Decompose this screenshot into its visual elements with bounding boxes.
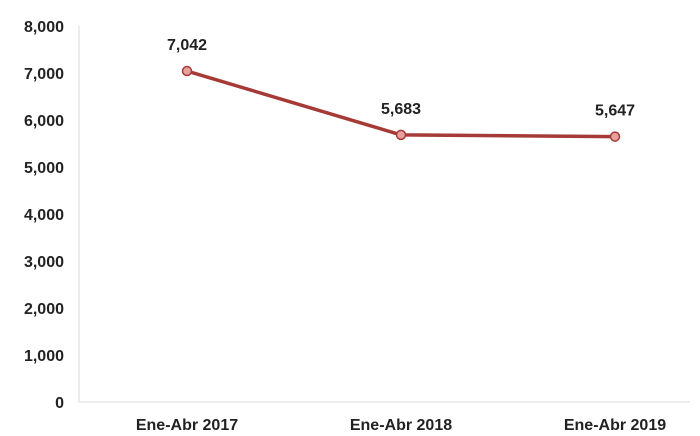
y-tick-label: 7,000 (24, 66, 64, 83)
x-tick-label: Ene-Abr 2017 (136, 417, 238, 434)
y-tick-labels: 0 1,000 2,000 3,000 4,000 5,000 6,000 7,000 8,00… (24, 19, 64, 412)
y-tick-label: 1,000 (24, 348, 64, 365)
y-tick-label: 0 (55, 395, 64, 412)
x-tick-label: Ene-Abr 2018 (350, 417, 452, 434)
y-tick-label: 3,000 (24, 254, 64, 271)
data-label: 7,042 (167, 37, 207, 54)
x-tick-labels: Ene-Abr 2017 Ene-Abr 2018 Ene-Abr 2019 (136, 417, 666, 434)
y-tick-label: 2,000 (24, 301, 64, 318)
y-tick-label: 5,000 (24, 160, 64, 177)
series-markers (181, 65, 621, 142)
series-point (609, 131, 621, 142)
data-label: 5,647 (595, 103, 635, 120)
series-point (181, 65, 193, 77)
data-label: 5,683 (381, 101, 421, 118)
y-tick-label: 6,000 (24, 113, 64, 130)
x-tick-label: Ene-Abr 2019 (564, 417, 666, 434)
y-tick-label: 8,000 (24, 19, 64, 36)
data-labels: 7,042 5,683 5,647 (167, 37, 635, 120)
y-tick-label: 4,000 (24, 207, 64, 224)
series-point (395, 129, 407, 141)
